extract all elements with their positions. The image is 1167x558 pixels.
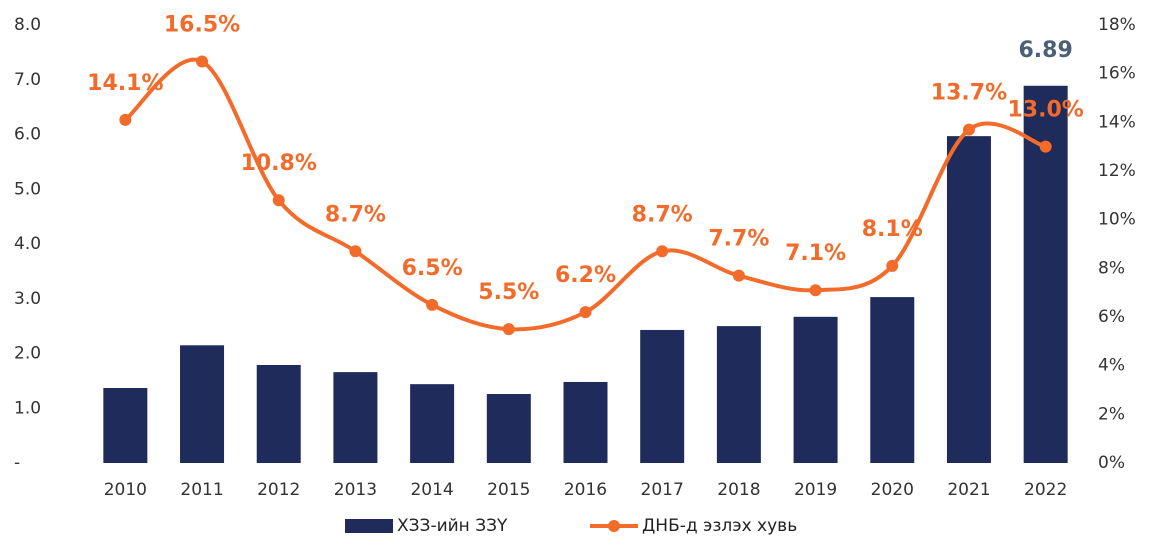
line-marker: [119, 113, 132, 126]
line-value-label: 16.5%: [164, 13, 240, 38]
line-marker: [502, 323, 515, 336]
x-tick-label: 2014: [410, 480, 453, 500]
line-marker: [1039, 140, 1052, 153]
bar: [486, 394, 531, 463]
y-tick-label: 7.0: [14, 70, 41, 90]
y2-tick-label: 12%: [1098, 161, 1136, 181]
y2-tick-label: 10%: [1098, 210, 1136, 230]
bar: [716, 326, 761, 463]
line-marker: [349, 245, 362, 258]
line-marker: [579, 306, 592, 319]
legend-swatch: [608, 520, 620, 532]
x-tick-label: 2010: [104, 480, 147, 500]
x-tick-label: 2012: [257, 480, 300, 500]
y-tick-label: 1.0: [14, 398, 41, 418]
y-tick-label: 5.0: [14, 179, 41, 199]
line-value-label: 8.7%: [632, 202, 693, 227]
x-tick-label: 2011: [180, 480, 223, 500]
y2-tick-label: 4%: [1098, 356, 1125, 376]
y-tick-label: 4.0: [14, 234, 41, 254]
y2-tick-label: 8%: [1098, 258, 1125, 278]
bar: [946, 136, 991, 463]
x-tick-label: 2022: [1024, 480, 1067, 500]
line-value-label: 13.7%: [931, 81, 1007, 106]
bar-value-label: 6.89: [1019, 38, 1073, 63]
bar: [563, 381, 608, 463]
line-value-label: 13.0%: [1007, 98, 1083, 123]
y-tick-label: 6.0: [14, 125, 41, 145]
bar: [103, 387, 148, 463]
line-marker: [272, 194, 285, 207]
y-tick-label: 2.0: [14, 344, 41, 364]
y2-tick-label: 6%: [1098, 307, 1125, 327]
line-marker: [809, 284, 822, 297]
y2-tick-label: 14%: [1098, 112, 1136, 132]
line-marker: [426, 298, 439, 311]
y2-tick-label: 2%: [1098, 404, 1125, 424]
line-value-label: 6.2%: [555, 263, 616, 288]
bar: [333, 372, 378, 463]
line-marker: [656, 245, 669, 258]
y-tick-label: -: [14, 453, 20, 473]
bar: [410, 384, 455, 463]
y2-tick-label: 18%: [1098, 15, 1136, 35]
bar: [793, 316, 838, 463]
line-value-label: 6.5%: [402, 256, 463, 281]
line-value-label: 7.7%: [708, 227, 769, 252]
x-tick-label: 2020: [871, 480, 914, 500]
bar: [180, 345, 225, 463]
line-marker: [962, 123, 975, 136]
x-tick-label: 2019: [794, 480, 837, 500]
bar: [870, 297, 915, 463]
line-value-label: 7.1%: [785, 241, 846, 266]
bar: [640, 329, 685, 463]
y2-tick-label: 16%: [1098, 64, 1136, 84]
legend-swatch: [345, 519, 393, 533]
line-value-label: 8.7%: [325, 202, 386, 227]
y-tick-label: 3.0: [14, 289, 41, 309]
x-tick-label: 2015: [487, 480, 530, 500]
x-tick-label: 2016: [564, 480, 607, 500]
line-value-label: 14.1%: [87, 71, 163, 96]
legend-label: ДНБ-д эзлэх хувь: [642, 516, 797, 536]
line-marker: [886, 259, 899, 272]
line-value-label: 5.5%: [478, 280, 539, 305]
line-marker: [732, 269, 745, 282]
line-marker: [196, 55, 209, 68]
line-value-label: 8.1%: [862, 217, 923, 242]
x-tick-label: 2013: [334, 480, 377, 500]
line-value-label: 10.8%: [241, 151, 317, 176]
x-tick-label: 2021: [947, 480, 990, 500]
bar: [256, 364, 301, 463]
y-tick-label: 8.0: [14, 15, 41, 35]
y2-tick-label: 0%: [1098, 453, 1125, 473]
legend-label: ХЗЗ-ийн ЗЗҮ: [397, 516, 508, 536]
line: [124, 57, 1047, 332]
x-tick-label: 2018: [717, 480, 760, 500]
x-tick-label: 2017: [641, 480, 684, 500]
